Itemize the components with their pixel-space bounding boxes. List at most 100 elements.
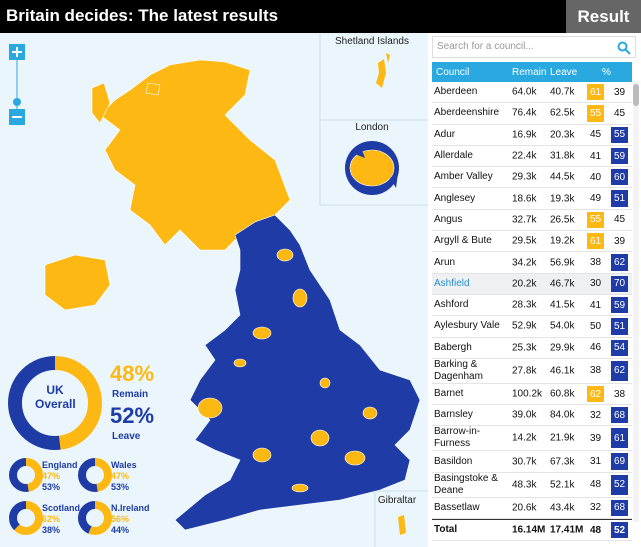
leave-pct: 62 bbox=[611, 254, 628, 271]
remain-votes: 39.0k bbox=[512, 409, 537, 421]
table-row[interactable]: Aylesbury Vale 52.9k 54.0k 50 51 bbox=[432, 316, 632, 338]
remain-votes: 29.3k bbox=[512, 171, 537, 183]
council-name: Barnet bbox=[434, 388, 464, 399]
search-box[interactable]: Search for a council... bbox=[432, 36, 636, 58]
search-placeholder: Search for a council... bbox=[437, 41, 534, 52]
leave-votes: 20.3k bbox=[550, 129, 575, 141]
table-row[interactable]: Angus 32.7k 26.5k 55 45 bbox=[432, 210, 632, 232]
table-row[interactable]: Allerdale 22.4k 31.8k 41 59 bbox=[432, 146, 632, 168]
leave-votes: 56.9k bbox=[550, 257, 575, 269]
leave-votes: 46.1k bbox=[550, 365, 575, 377]
table-row[interactable]: Ashfield 20.2k 46.7k 30 70 bbox=[432, 273, 632, 295]
table-row[interactable]: Barnsley 39.0k 84.0k 32 68 bbox=[432, 405, 632, 427]
table-row[interactable]: Basingstoke & Deane 48.3k 52.1k 48 52 bbox=[432, 473, 632, 498]
donut-leave bbox=[78, 458, 112, 492]
leave-pct: 45 bbox=[613, 214, 626, 226]
result-button[interactable]: Result bbox=[566, 0, 641, 33]
table-row[interactable]: Amber Valley 29.3k 44.5k 40 60 bbox=[432, 167, 632, 189]
region-remain: 47% bbox=[111, 471, 129, 481]
table-row[interactable]: Ashford 28.3k 41.5k 41 59 bbox=[432, 295, 632, 317]
remain-pct: 39 bbox=[589, 432, 602, 444]
leave-pct: 39 bbox=[613, 86, 626, 98]
search-icon[interactable] bbox=[617, 41, 631, 55]
table-row[interactable]: Barnet 100.2k 60.8k 62 38 bbox=[432, 384, 632, 406]
inset-frames bbox=[319, 33, 428, 547]
leave-votes: 40.7k bbox=[550, 86, 575, 98]
region-remain: 47% bbox=[42, 471, 60, 481]
remain-votes: 16.14M bbox=[512, 524, 546, 536]
remain-pct: 40 bbox=[589, 171, 602, 183]
remain-votes: 28.3k bbox=[512, 299, 537, 311]
leave-pct: 51 bbox=[611, 190, 628, 207]
column-header: % bbox=[602, 67, 611, 78]
leave-pct: 61 bbox=[611, 428, 628, 449]
remain-pct: 32 bbox=[589, 502, 602, 514]
zoom-out[interactable] bbox=[9, 109, 25, 125]
page-title: Britain decides: The latest results bbox=[6, 6, 279, 25]
remain-votes: 20.6k bbox=[512, 502, 537, 514]
leave-pct: 52 bbox=[611, 522, 628, 539]
scrollbar-track bbox=[633, 82, 639, 522]
gibraltar-map bbox=[398, 515, 406, 535]
table-row[interactable]: Basildon 30.7k 67.3k 31 69 bbox=[432, 451, 632, 473]
london-map bbox=[345, 141, 399, 195]
overall-label: UK Overall bbox=[35, 383, 76, 411]
leave-votes: 46.7k bbox=[550, 278, 575, 290]
map-panel: Shetland Islands London Gibraltar UK Ove… bbox=[0, 33, 428, 547]
remain-pct: 49 bbox=[589, 193, 602, 205]
table-row[interactable]: Babergh 25.3k 29.9k 46 54 bbox=[432, 338, 632, 359]
leave-pct: 60 bbox=[611, 169, 628, 186]
region-leave: 53% bbox=[111, 482, 129, 492]
council-name: Babergh bbox=[434, 341, 472, 353]
leave-votes: 60.8k bbox=[550, 388, 575, 400]
leave-pct: 38 bbox=[613, 388, 626, 400]
shetland-map bbox=[376, 53, 390, 88]
leave-pct: 54 bbox=[611, 339, 628, 356]
leave-votes: 43.4k bbox=[550, 502, 575, 514]
council-name: Basildon bbox=[434, 455, 473, 467]
leave-votes: 19.2k bbox=[550, 235, 575, 247]
zoom-in[interactable] bbox=[9, 44, 25, 60]
table-row[interactable]: Barrow-in-Furness 14.2k 21.9k 39 61 bbox=[432, 426, 632, 452]
leave-votes: 21.9k bbox=[550, 432, 575, 444]
table-row[interactable]: Total 16.14M 17.41M 48 52 bbox=[432, 519, 632, 542]
leave-votes: 31.8k bbox=[550, 150, 575, 162]
remain-pct: 55 bbox=[587, 105, 604, 122]
inset-label: Gibraltar bbox=[378, 495, 417, 506]
remain-pct: 45 bbox=[589, 129, 602, 141]
table-row[interactable]: Arun 34.2k 56.9k 38 62 bbox=[432, 252, 632, 274]
council-name: Barrow-in-Furness bbox=[434, 426, 481, 450]
council-name: Amber Valley bbox=[434, 171, 493, 183]
remain-votes: 64.0k bbox=[512, 86, 537, 98]
remain-pct: 38 bbox=[589, 365, 602, 377]
remain-votes: 32.7k bbox=[512, 214, 537, 226]
council-name: Allerdale bbox=[434, 150, 473, 162]
council-name: Aylesbury Vale bbox=[434, 320, 500, 332]
remain-pct: 38 bbox=[589, 257, 602, 269]
table-row[interactable]: Adur 16.9k 20.3k 45 55 bbox=[432, 125, 632, 146]
region-leave: 38% bbox=[42, 525, 60, 535]
table-row[interactable]: Aberdeen 64.0k 40.7k 61 39 bbox=[432, 82, 632, 104]
donut-leave bbox=[9, 458, 43, 492]
table-row[interactable]: Barking & Dagenham 27.8k 46.1k 38 62 bbox=[432, 359, 632, 384]
remain-pct: 61 bbox=[587, 84, 604, 101]
region-name: Wales bbox=[111, 460, 137, 470]
leave-pct: 69 bbox=[611, 453, 628, 470]
table-row[interactable]: Aberdeenshire 76.4k 62.5k 55 45 bbox=[432, 103, 632, 125]
table-row[interactable]: Anglesey 18.6k 19.3k 49 51 bbox=[432, 188, 632, 210]
leave-pct: 62 bbox=[611, 360, 628, 381]
zoom-handle[interactable] bbox=[13, 98, 21, 106]
leave-votes: 41.5k bbox=[550, 299, 575, 311]
remain-label: Remain bbox=[112, 389, 148, 400]
remain-votes: 25.3k bbox=[512, 342, 537, 354]
remain-votes: 27.8k bbox=[512, 365, 537, 377]
remain-votes: 22.4k bbox=[512, 150, 537, 162]
scrollbar-thumb[interactable] bbox=[633, 84, 639, 106]
donut-leave bbox=[9, 501, 43, 535]
table-row[interactable]: Bassetlaw 20.6k 43.4k 32 68 bbox=[432, 498, 632, 520]
table-row[interactable]: Argyll & Bute 29.5k 19.2k 61 39 bbox=[432, 231, 632, 253]
remain-votes: 30.7k bbox=[512, 456, 537, 468]
remain-pct: 62 bbox=[587, 385, 604, 403]
leave-pct: 70 bbox=[611, 275, 628, 292]
